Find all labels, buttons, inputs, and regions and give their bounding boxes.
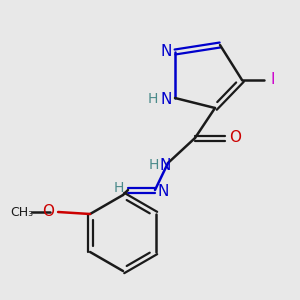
Text: N: N — [160, 44, 172, 59]
Text: H: H — [149, 158, 159, 172]
Text: CH₃: CH₃ — [11, 206, 34, 218]
Text: O: O — [42, 205, 54, 220]
Text: I: I — [271, 73, 275, 88]
Text: H: H — [148, 92, 158, 106]
Text: N: N — [157, 184, 169, 200]
Text: H: H — [114, 181, 124, 195]
Text: N: N — [159, 158, 171, 172]
Text: O: O — [229, 130, 241, 146]
Text: N: N — [160, 92, 172, 106]
